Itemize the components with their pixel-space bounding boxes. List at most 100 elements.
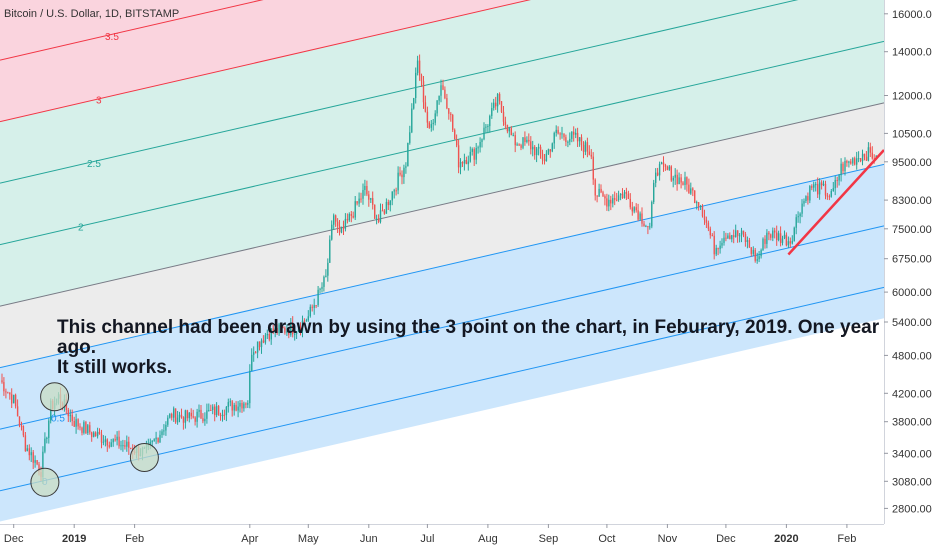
candle-body xyxy=(826,195,829,197)
candle-body xyxy=(395,190,397,192)
touch-point-circle xyxy=(30,467,60,497)
time-tick-label: Jun xyxy=(360,533,378,545)
candle-body xyxy=(672,177,674,181)
price-tick-label: 4800.00 xyxy=(892,350,932,362)
candle-body xyxy=(762,238,764,251)
candle-body xyxy=(16,406,19,417)
candle-body xyxy=(799,213,801,217)
candle-body xyxy=(311,306,313,308)
candle-body xyxy=(760,250,762,257)
candle-body xyxy=(713,235,715,255)
candle-body xyxy=(69,414,71,417)
candle-body xyxy=(493,102,495,108)
candle-body xyxy=(305,320,308,322)
price-tick-label: 6000.00 xyxy=(892,287,932,299)
candle-body xyxy=(122,445,124,447)
candle-body xyxy=(692,188,694,191)
candle-body xyxy=(508,128,510,132)
candle-body xyxy=(742,230,745,235)
candle-body xyxy=(666,166,669,170)
candle-body xyxy=(114,439,116,441)
time-tick-label: Dec xyxy=(4,533,24,545)
candle-body xyxy=(292,323,294,335)
candle-body xyxy=(424,102,427,112)
candle-body xyxy=(344,218,347,229)
candle-body xyxy=(120,445,122,447)
candle-body xyxy=(301,320,304,331)
candle-body xyxy=(377,218,380,222)
candle-body xyxy=(192,416,194,418)
candle-body xyxy=(676,174,678,185)
candle-body xyxy=(178,414,181,418)
price-tick-label: 10500.00 xyxy=(892,128,932,140)
candle-body xyxy=(703,216,706,220)
candle-body xyxy=(793,227,795,241)
price-tick-label: 4200.00 xyxy=(892,388,932,400)
candle-body xyxy=(817,184,819,195)
touch-point-circle xyxy=(129,443,159,472)
candle-body xyxy=(104,439,107,442)
candle-body xyxy=(36,460,38,465)
candle-body xyxy=(498,94,501,102)
candle-body xyxy=(696,202,698,204)
price-tick-label: 14000.00 xyxy=(892,47,932,59)
candle-body xyxy=(331,224,333,240)
price-axis[interactable]: 16000.00 14000.00 12000.00 10500.00 9500.00 8… xyxy=(884,0,932,550)
time-tick-label: Nov xyxy=(658,533,678,545)
candle-body xyxy=(514,135,516,146)
candle-body xyxy=(391,191,393,201)
price-tick-label: 8300.00 xyxy=(892,195,932,207)
price-tick-label: 12000.00 xyxy=(892,91,932,103)
candle-body xyxy=(272,328,274,333)
candle-body xyxy=(475,148,477,160)
candle-body xyxy=(629,198,631,208)
candle-body xyxy=(256,341,259,353)
candle-body xyxy=(295,331,298,334)
candle-body xyxy=(38,464,40,472)
channel-bands xyxy=(0,0,884,522)
time-tick-label: May xyxy=(298,533,319,545)
candle-body xyxy=(245,403,247,405)
candle-body xyxy=(844,161,846,172)
candle-body xyxy=(118,436,120,447)
candle-body xyxy=(641,213,643,224)
candle-body xyxy=(805,196,807,201)
candle-body xyxy=(372,198,374,205)
candle-body xyxy=(848,161,850,163)
candle-body xyxy=(756,259,758,261)
candle-body xyxy=(813,184,815,188)
candle-body xyxy=(196,411,198,422)
candle-body xyxy=(481,139,483,142)
price-tick-label: 3400.00 xyxy=(892,448,932,460)
candle-body xyxy=(830,191,832,197)
touch-point-circle xyxy=(40,382,70,412)
time-axis[interactable]: Dec 2019 Feb Apr May Jun Jul Aug Sep Oct Nov Dec 202… xyxy=(0,524,932,550)
candle-body xyxy=(276,327,278,334)
candle-body xyxy=(79,426,81,428)
chart-title: Bitcoin / U.S. Dollar, 1D, BITSTAMP xyxy=(4,8,179,20)
candle-body xyxy=(557,129,559,134)
candle-body xyxy=(518,144,520,146)
candle-body xyxy=(352,215,354,218)
candle-body xyxy=(416,60,419,73)
candle-body xyxy=(32,452,34,463)
candle-body xyxy=(857,158,860,160)
candle-body xyxy=(321,286,323,289)
candle-body xyxy=(374,204,376,219)
candle-body xyxy=(233,404,235,411)
candle-body xyxy=(600,188,602,193)
candle-body xyxy=(182,417,185,423)
candle-body xyxy=(537,146,540,149)
candle-body xyxy=(13,394,15,404)
candle-body xyxy=(594,179,596,196)
candle-body xyxy=(403,167,405,178)
candle-body xyxy=(239,403,241,407)
candle-body xyxy=(711,235,713,237)
candle-body xyxy=(633,207,635,212)
candle-body xyxy=(251,354,253,371)
candle-body xyxy=(588,151,591,155)
price-tick-label: 9500.00 xyxy=(892,157,932,169)
candle-body xyxy=(861,153,864,162)
candle-body xyxy=(346,218,349,221)
